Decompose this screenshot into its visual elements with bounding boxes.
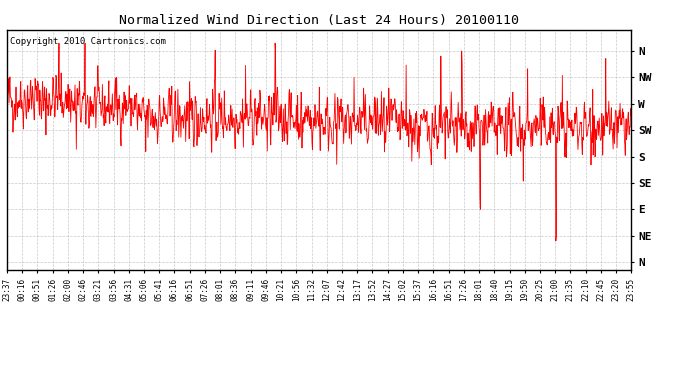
Title: Normalized Wind Direction (Last 24 Hours) 20100110: Normalized Wind Direction (Last 24 Hours…: [119, 15, 519, 27]
Text: Copyright 2010 Cartronics.com: Copyright 2010 Cartronics.com: [10, 37, 166, 46]
